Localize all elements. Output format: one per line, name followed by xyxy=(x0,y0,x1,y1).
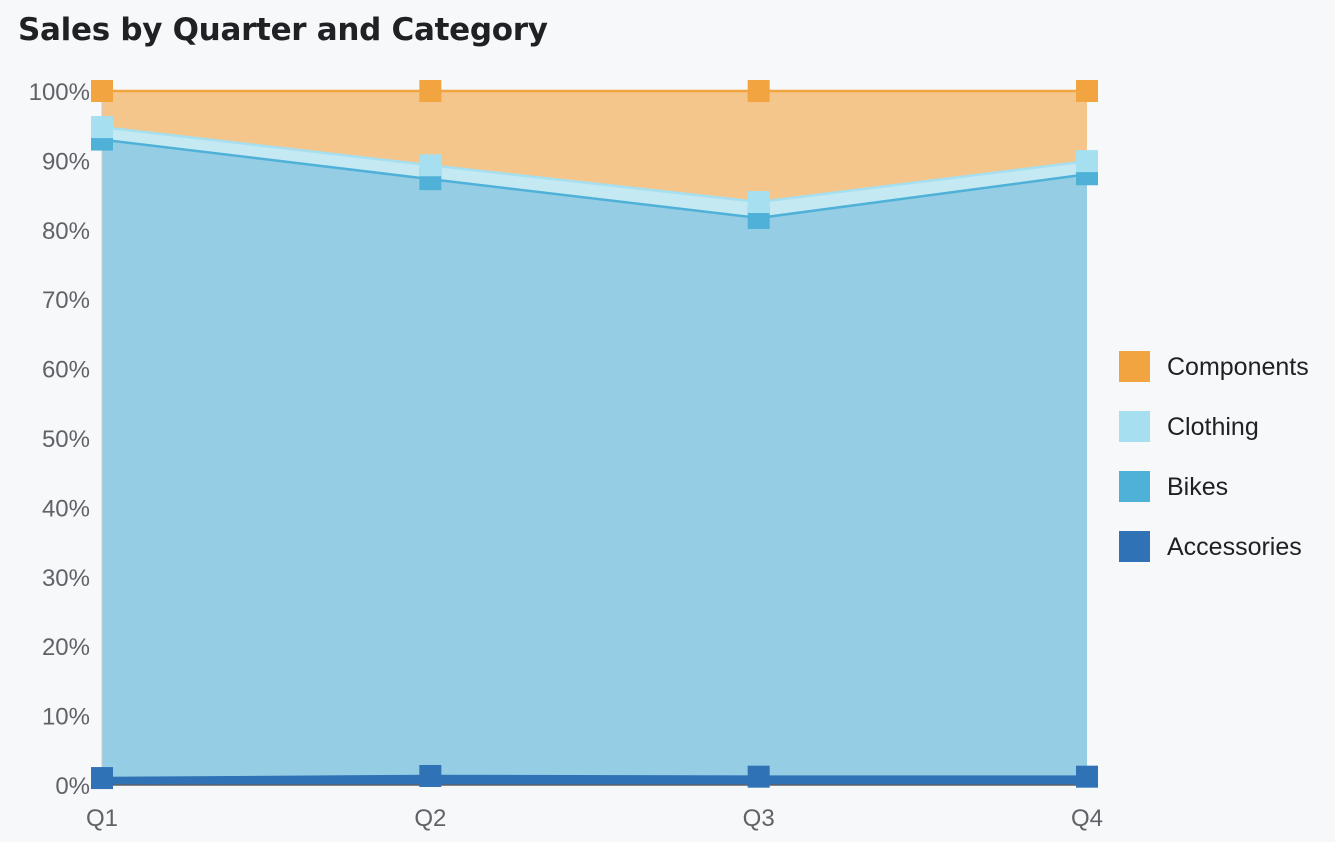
axes: 0% 10% 20% 30% 40% 50% 60% 70% 80% 90% 100% Q1 Q2 Q3 Q… xyxy=(29,79,1103,832)
y-tick-label: 30% xyxy=(42,565,90,592)
legend-swatch-bikes[interactable] xyxy=(1119,471,1150,502)
marker-accessories[interactable] xyxy=(747,765,770,788)
marker-accessories[interactable] xyxy=(1076,765,1098,788)
area-clothing xyxy=(102,127,1087,219)
marker-clothing[interactable] xyxy=(91,116,113,139)
legend-label-accessories[interactable]: Accessories xyxy=(1167,533,1302,561)
legend-swatch-accessories[interactable] xyxy=(1119,531,1150,562)
y-tick-label: 20% xyxy=(42,634,90,661)
x-tick-label: Q4 xyxy=(1071,805,1103,832)
marker-components[interactable] xyxy=(747,80,770,102)
marker-clothing[interactable] xyxy=(1076,150,1098,173)
marker-clothing[interactable] xyxy=(419,154,442,177)
area-layers xyxy=(102,91,1087,785)
legend: Components Clothing Bikes Accessories xyxy=(1119,351,1309,562)
data-markers xyxy=(91,80,1098,790)
area-bikes xyxy=(102,139,1087,779)
y-tick-label: 70% xyxy=(42,287,90,314)
legend-label-clothing[interactable]: Clothing xyxy=(1167,413,1259,441)
y-tick-label: 100% xyxy=(29,79,90,106)
marker-components[interactable] xyxy=(91,80,113,102)
x-tick-label: Q2 xyxy=(414,805,446,832)
y-tick-label: 90% xyxy=(42,148,90,175)
legend-swatch-components[interactable] xyxy=(1119,351,1150,382)
legend-swatch-clothing[interactable] xyxy=(1119,411,1150,442)
y-tick-label: 40% xyxy=(42,495,90,522)
y-tick-label: 10% xyxy=(42,704,90,731)
y-tick-label: 60% xyxy=(42,357,90,384)
area-accessories xyxy=(102,775,1087,785)
y-tick-label: 0% xyxy=(55,773,90,800)
x-tick-label: Q1 xyxy=(86,805,118,832)
y-tick-label: 80% xyxy=(42,218,90,245)
x-tick-label: Q3 xyxy=(743,805,775,832)
legend-label-components[interactable]: Components xyxy=(1167,353,1309,381)
line-accessories xyxy=(101,774,1087,780)
marker-components[interactable] xyxy=(419,80,442,102)
marker-components[interactable] xyxy=(1076,80,1098,102)
marker-accessories[interactable] xyxy=(91,767,113,790)
line-clothing xyxy=(101,125,1088,204)
area-components xyxy=(102,91,1087,203)
y-tick-label: 50% xyxy=(42,426,90,453)
series-lines xyxy=(101,89,1088,780)
chart-title: Sales by Quarter and Category xyxy=(18,12,548,48)
line-bikes xyxy=(101,138,1088,220)
marker-clothing[interactable] xyxy=(747,191,770,214)
marker-accessories[interactable] xyxy=(419,764,442,787)
legend-label-bikes[interactable]: Bikes xyxy=(1167,473,1228,501)
